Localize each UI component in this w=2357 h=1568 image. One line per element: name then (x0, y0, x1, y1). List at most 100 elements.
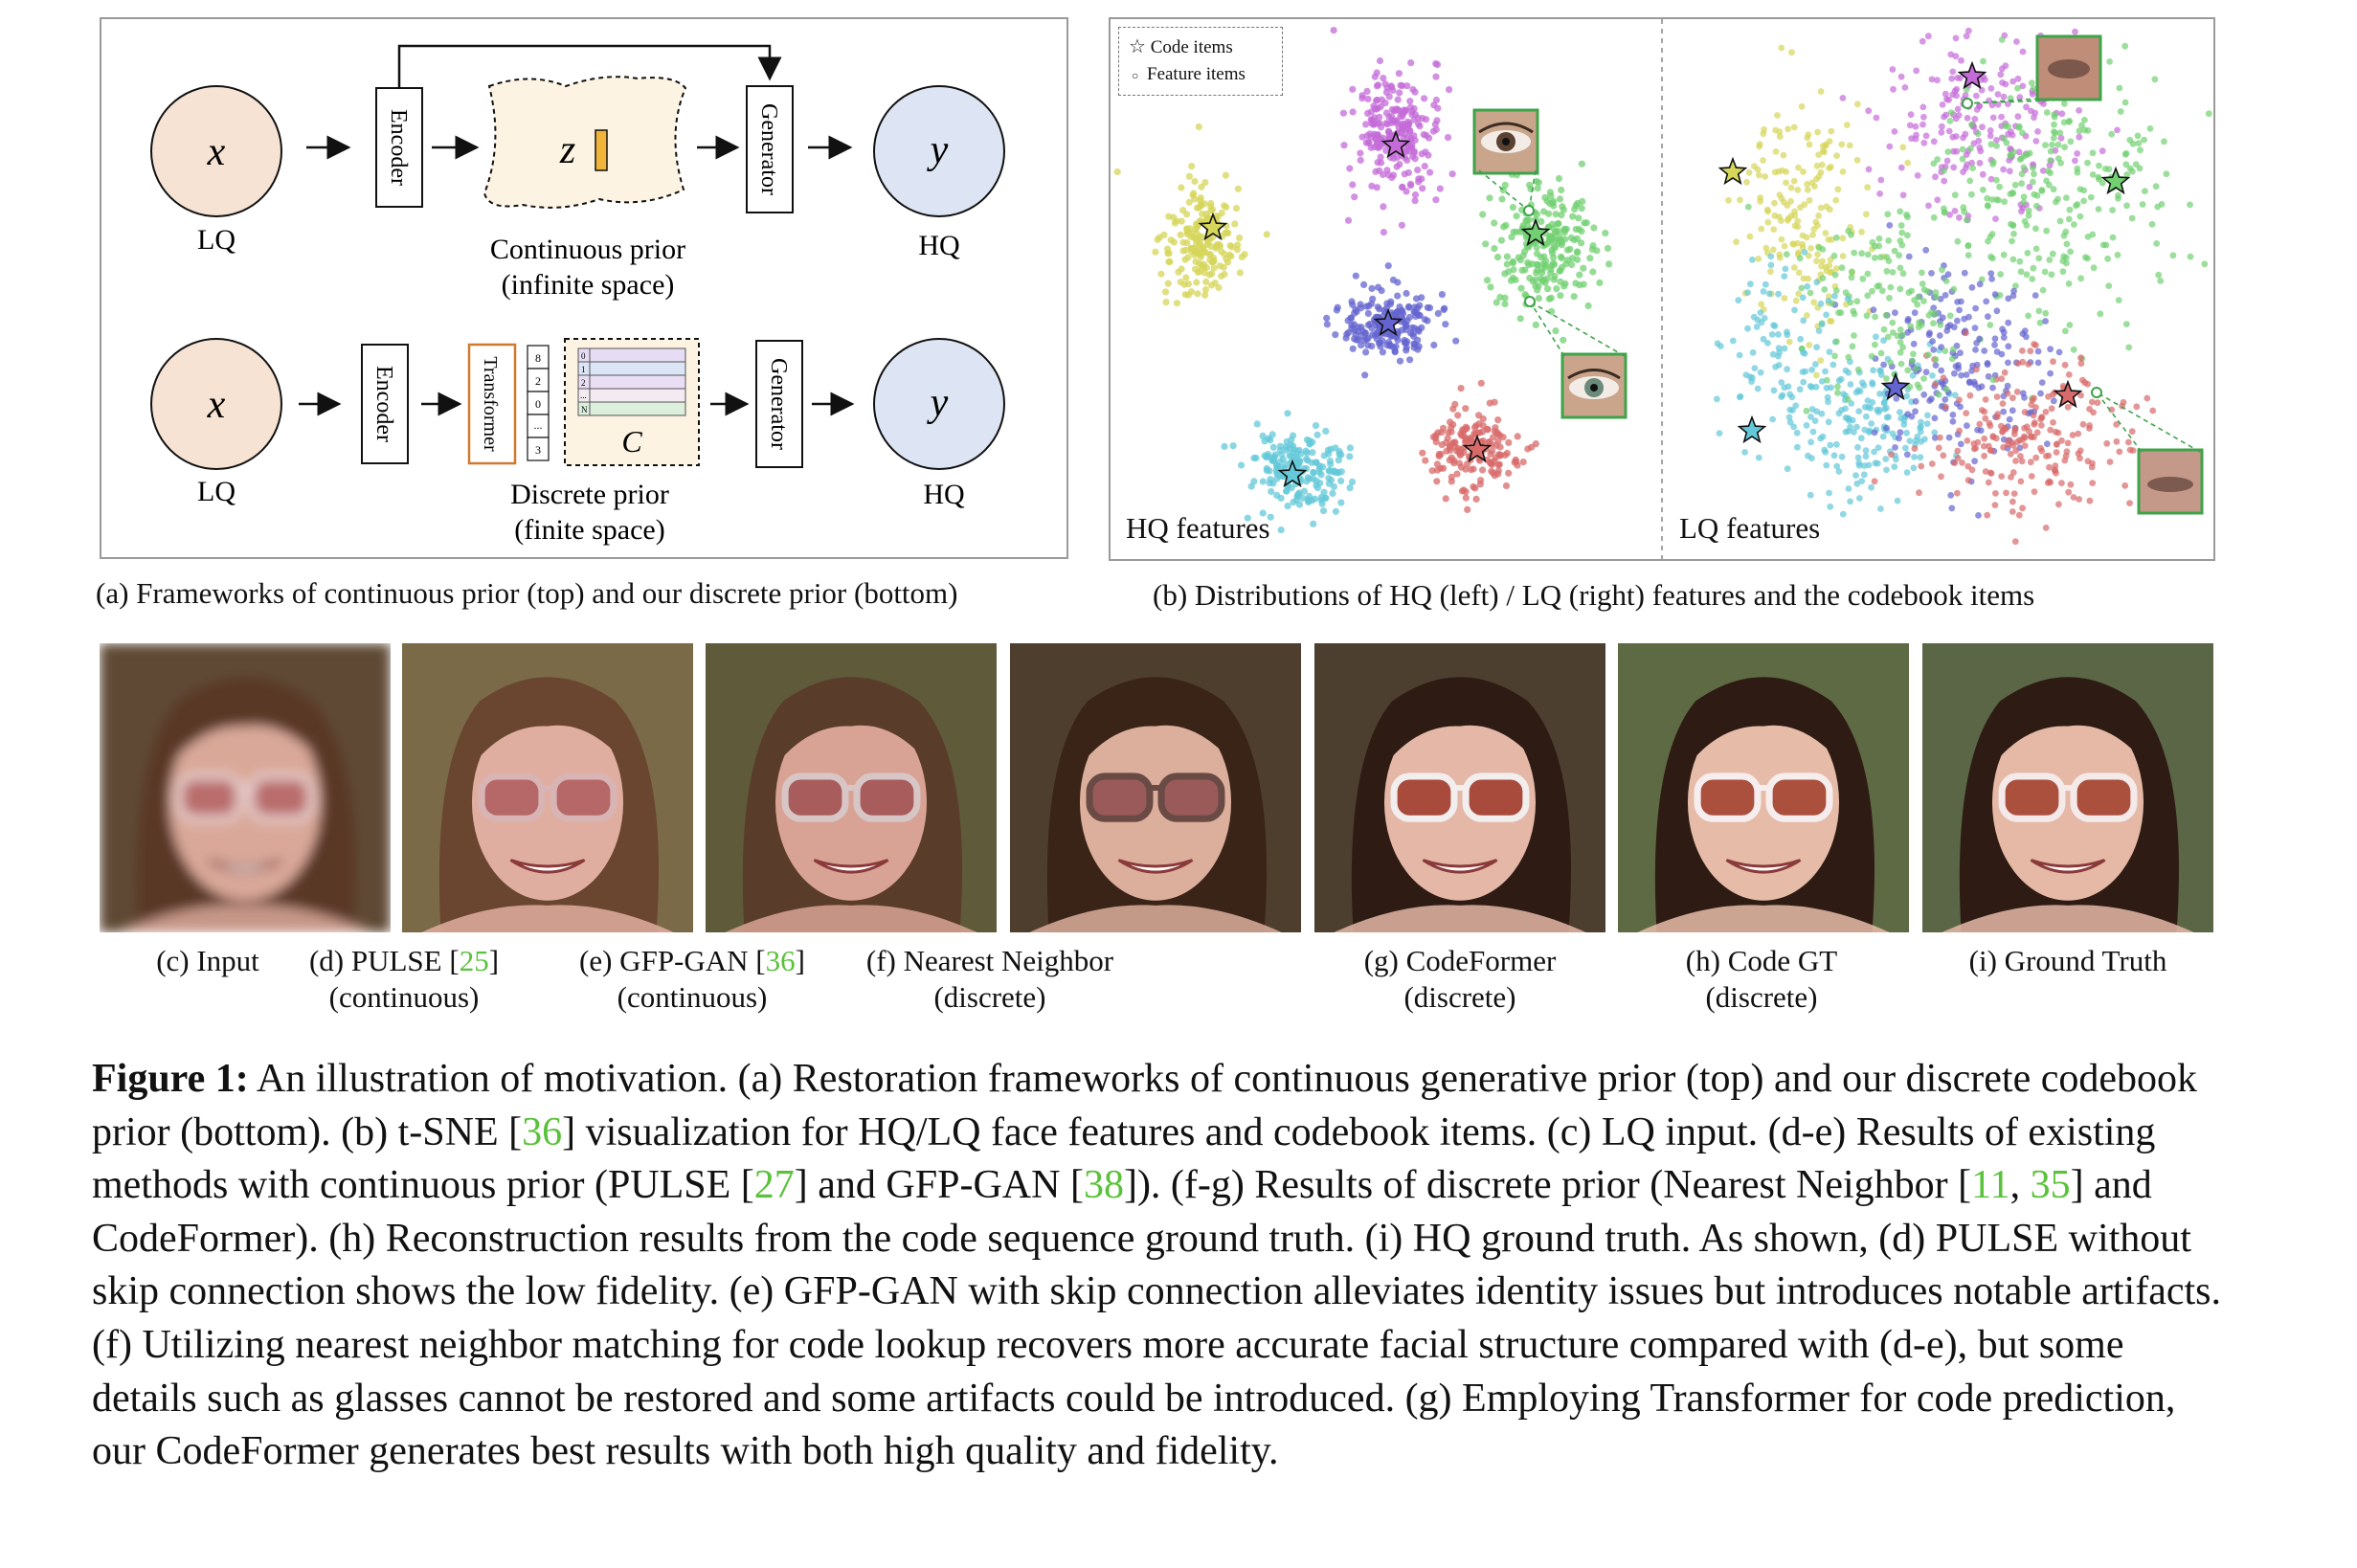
feature-point (2102, 241, 2110, 249)
feature-point (1557, 253, 1565, 260)
code-item-star (1717, 156, 1748, 186)
feature-point (1904, 213, 1911, 221)
feature-point (1843, 122, 1851, 128)
feature-point (2047, 169, 2054, 177)
feature-point (1826, 262, 1833, 269)
feature-point (1735, 297, 1742, 304)
feature-point (1871, 429, 1878, 437)
bottom-x-symbol: x (207, 383, 226, 427)
feature-point (1888, 451, 1895, 459)
feature-point (1993, 176, 2000, 184)
ref-link[interactable]: 27 (753, 1163, 795, 1208)
ref-link[interactable]: 35 (2030, 1163, 2071, 1208)
feature-point (1994, 91, 2002, 98)
feature-point (1373, 335, 1381, 343)
ref-link[interactable]: 36 (522, 1109, 563, 1154)
ref-link[interactable]: 25 (459, 944, 489, 977)
feature-point (2070, 346, 2077, 353)
feature-point (2038, 414, 2045, 421)
feature-point (1498, 195, 1506, 203)
feature-point (1447, 418, 1454, 426)
feature-point (1834, 383, 1841, 391)
feature-point (1775, 331, 1782, 338)
label-ground-truth: (i) Ground Truth (1968, 944, 2167, 977)
feature-point (1950, 164, 1958, 171)
codebook-row-3: ... (580, 391, 587, 400)
feature-point (1770, 322, 1777, 329)
feature-point (1322, 427, 1330, 435)
feature-point (2063, 240, 2071, 248)
feature-point (1912, 397, 1919, 405)
feature-point (2055, 348, 2063, 356)
feature-point (1534, 185, 1541, 192)
feature-point (2077, 354, 2084, 362)
feature-point (2113, 437, 2121, 445)
feature-point (1963, 33, 1970, 40)
feature-point (1815, 173, 1823, 180)
ref-link[interactable]: 11 (1971, 1163, 2010, 1208)
feature-point (1826, 489, 1832, 497)
feature-point (1866, 429, 1873, 436)
feature-point (2137, 146, 2144, 154)
feature-point (1381, 306, 1388, 314)
feature-point (2005, 343, 2012, 350)
feature-point (1202, 278, 1210, 285)
feature-point (2084, 380, 2091, 388)
feature-point (1873, 114, 1880, 122)
feature-point (1221, 270, 1228, 279)
feature-point (1928, 395, 1935, 403)
feature-point (1199, 210, 1206, 218)
feature-point (1855, 459, 1863, 466)
feature-point (1987, 141, 1995, 148)
top-encoder-box (375, 87, 423, 208)
feature-point (1978, 383, 1986, 391)
feature-point (1435, 451, 1443, 459)
feature-point (2108, 130, 2116, 138)
code-index-3: ... (534, 418, 543, 432)
feature-point (1377, 143, 1384, 150)
code-item-star (2053, 379, 2083, 409)
feature-point (1419, 449, 1426, 457)
feature-point (1187, 288, 1195, 296)
feature-point (2025, 312, 2032, 320)
feature-point (2031, 394, 2037, 402)
feature-point (1550, 197, 1558, 205)
feature-point (1362, 348, 1370, 356)
feature-point (1538, 217, 1545, 225)
feature-point (1821, 148, 1828, 156)
feature-point (2061, 457, 2069, 464)
feature-point (2061, 361, 2069, 369)
feature-point (1877, 349, 1885, 357)
feature-point (1919, 269, 1925, 277)
feature-point (1178, 265, 1185, 273)
feature-point (1165, 258, 1173, 266)
feature-point (1905, 289, 1913, 297)
feature-point (1827, 503, 1834, 510)
codebook-row-0: 0 (581, 351, 586, 361)
ref-link[interactable]: 36 (765, 944, 796, 977)
feature-point (1938, 128, 1945, 136)
feature-point (2080, 187, 2088, 194)
feature-point (1929, 338, 1936, 345)
label-input: (c) Input (156, 944, 259, 977)
feature-point (1516, 315, 1524, 323)
feature-point (2084, 127, 2092, 134)
feature-point (2019, 129, 2026, 137)
feature-point (1737, 392, 1744, 400)
feature-point (1415, 343, 1423, 350)
bottom-encoder-label: Encoder (371, 366, 396, 442)
feature-point (2088, 463, 2096, 471)
feature-point (1332, 444, 1339, 452)
feature-point (1942, 396, 1949, 403)
feature-point (1746, 373, 1754, 380)
ref-link[interactable]: 38 (1083, 1163, 1124, 1208)
code-item-star (1198, 212, 1228, 241)
feature-point (1195, 204, 1202, 212)
feature-point (1897, 326, 1904, 333)
feature-point (1384, 262, 1392, 270)
feature-point (1808, 179, 1816, 187)
feature-point (2069, 432, 2076, 438)
feature-point (2051, 121, 2057, 128)
feature-point (1446, 457, 1453, 464)
feature-point (1761, 125, 1767, 133)
